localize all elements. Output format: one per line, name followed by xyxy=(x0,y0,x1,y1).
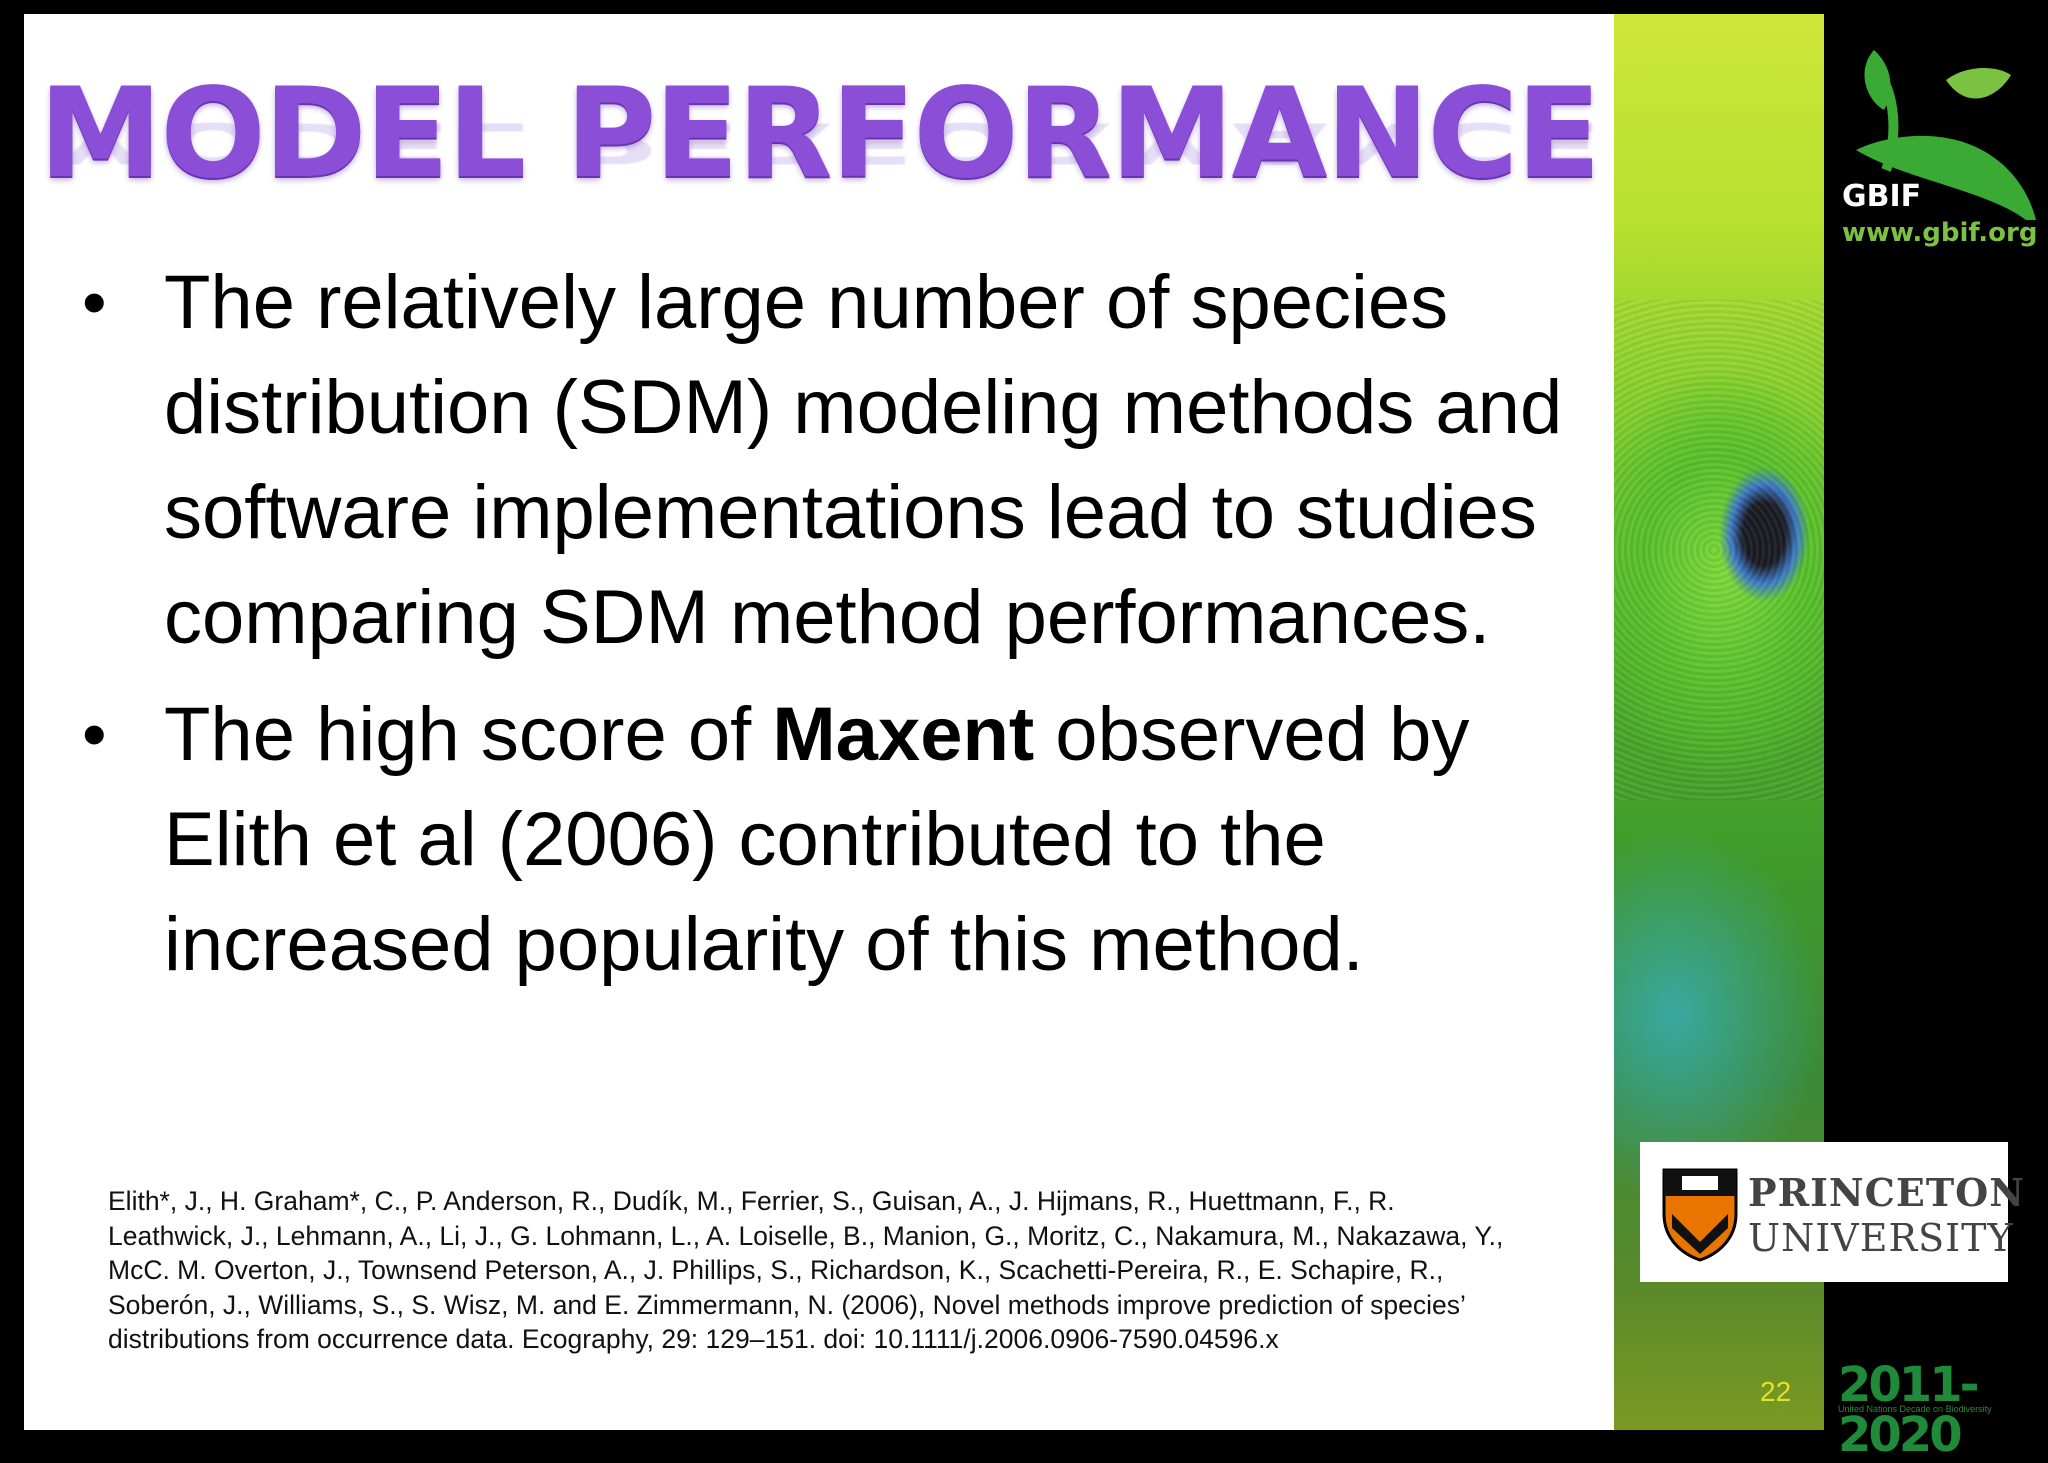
slide-content: MODEL PERFORMANCE MODEL PERFORMANCE • Th… xyxy=(24,14,1614,1430)
lizard-scales-texture xyxy=(1614,300,1824,800)
princeton-line1: PRINCETON xyxy=(1748,1170,2025,1215)
title-area: MODEL PERFORMANCE MODEL PERFORMANCE xyxy=(24,64,1614,274)
princeton-shield-icon xyxy=(1662,1168,1738,1262)
bullet-dot-icon: • xyxy=(82,695,107,773)
princeton-line2: UNIVERSITY xyxy=(1748,1216,2014,1260)
page-number: 22 xyxy=(1760,1376,1792,1407)
bullet-list: • The relatively large number of species… xyxy=(64,250,1624,1009)
slide-title: MODEL PERFORMANCE xyxy=(38,62,1601,206)
gbif-name: GBIF xyxy=(1842,179,1922,214)
bullet-item: • The high score of Maxent observed by E… xyxy=(64,682,1624,997)
un-decade-text: United Nations Decade on Biodiversity xyxy=(1838,1404,1992,1414)
princeton-logo: PRINCETON UNIVERSITY xyxy=(1640,1142,2025,1282)
reference-citation: Elith*, J., H. Graham*, C., P. Anderson,… xyxy=(108,1186,1504,1354)
bullet-item: • The relatively large number of species… xyxy=(64,250,1624,670)
bullet-text-prefix: The high score of xyxy=(164,692,773,777)
bullet-dot-icon: • xyxy=(82,263,107,341)
bullet-text: The relatively large number of species d… xyxy=(164,260,1563,660)
gbif-leaf-icon xyxy=(1856,50,2036,220)
bullet-text-bold: Maxent xyxy=(772,692,1035,777)
bullet-text-suffix: observed by Elith et al (2006) contribut… xyxy=(164,692,1470,987)
gbif-url: www.gbif.org xyxy=(1842,218,2038,248)
